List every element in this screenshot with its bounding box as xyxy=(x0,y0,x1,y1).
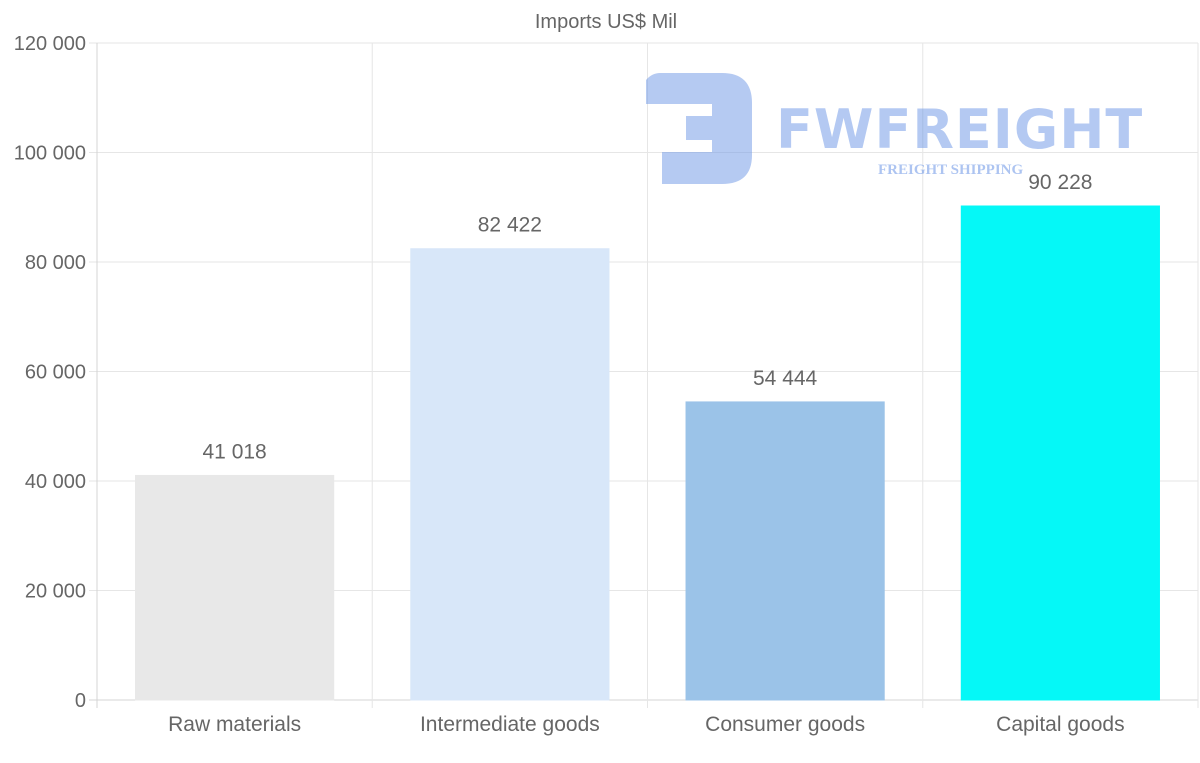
bars: 41 018 82 422 54 444 90 228 xyxy=(135,171,1160,701)
bar[interactable] xyxy=(960,205,1160,701)
watermark-logo: FWFREIGHT FREIGHT SHIPPING xyxy=(646,73,1143,184)
y-tick-label: 0 xyxy=(75,690,86,712)
fw-logo-icon xyxy=(646,73,752,184)
bar[interactable] xyxy=(685,401,885,701)
y-tick-label: 120 000 xyxy=(14,33,86,55)
bar[interactable] xyxy=(135,474,335,701)
y-tick-label: 20 000 xyxy=(25,581,86,603)
y-tick-label: 40 000 xyxy=(25,471,86,493)
watermark-brand: FWFREIGHT xyxy=(776,98,1143,161)
bar[interactable] xyxy=(410,248,610,701)
data-label: 82 422 xyxy=(478,214,542,237)
watermark-tagline: FREIGHT SHIPPING xyxy=(878,162,1023,178)
y-tick-label: 100 000 xyxy=(14,143,86,165)
x-tick-label: Raw materials xyxy=(168,713,301,736)
x-tick-label: Capital goods xyxy=(996,713,1124,736)
y-axis: 0 20 000 40 000 60 000 80 000 100 000 120 000 xyxy=(14,33,86,712)
y-tick-label: 80 000 xyxy=(25,252,86,274)
y-tick-label: 60 000 xyxy=(25,362,86,384)
data-label: 41 018 xyxy=(203,440,267,463)
data-label: 90 228 xyxy=(1028,171,1092,194)
x-axis: Raw materials Intermediate goods Consumer … xyxy=(168,713,1124,736)
chart-title: Imports US$ Mil xyxy=(535,11,677,33)
x-tick-label: Consumer goods xyxy=(705,713,865,736)
x-tick-label: Intermediate goods xyxy=(420,713,600,736)
data-label: 54 444 xyxy=(753,367,818,390)
